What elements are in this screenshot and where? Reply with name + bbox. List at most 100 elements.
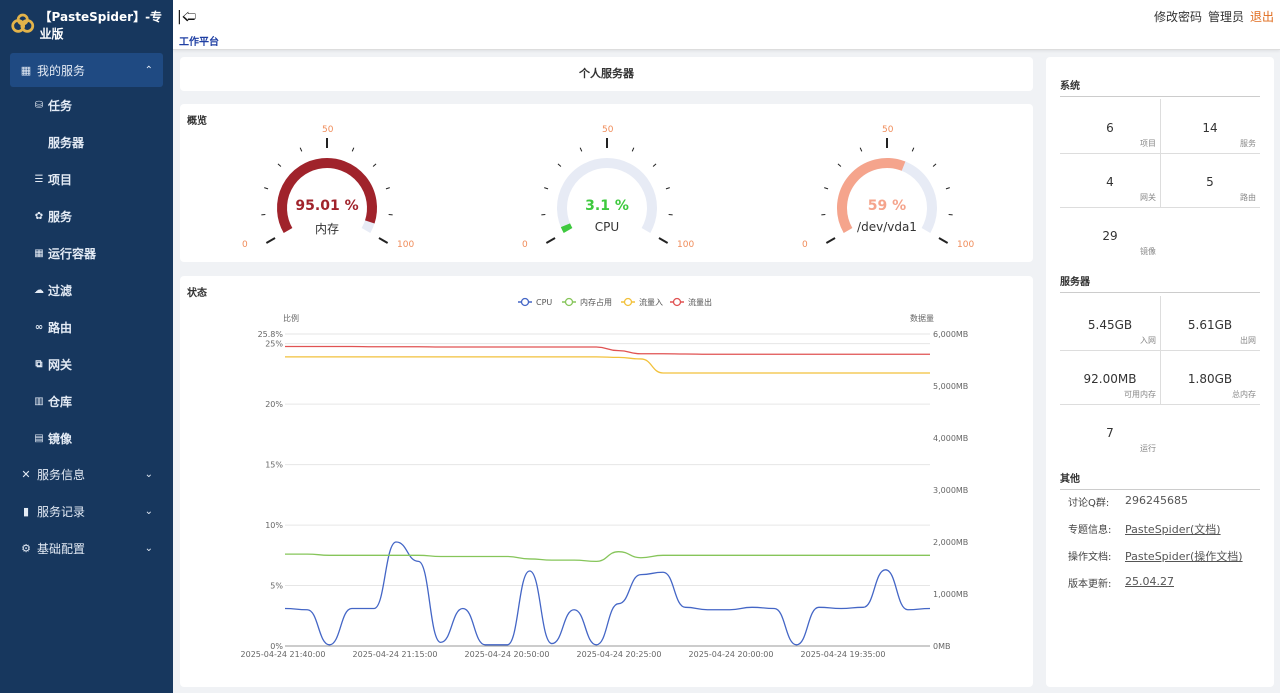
menu-service-records[interactable]: ▮ 服务记录 ⌄ xyxy=(10,494,163,528)
other-key: 操作文档: xyxy=(1068,552,1112,563)
admin-label[interactable]: 管理员 xyxy=(1207,10,1244,24)
server-title: 服务器 xyxy=(1060,273,1260,293)
legend-marker xyxy=(520,297,530,307)
menu-my-services[interactable]: ▦ 我的服务 ⌃ xyxy=(10,53,163,87)
sidebar-item-label: 镜像 xyxy=(48,432,73,446)
breadcrumb[interactable]: 工作平台 xyxy=(179,37,219,48)
gauge-name: /dev/vda1 xyxy=(857,220,917,234)
server-stat-4: 7 运行 xyxy=(1060,404,1160,458)
sidebar-item-2[interactable]: ☰ 项目 xyxy=(0,161,173,198)
divider xyxy=(1060,350,1260,351)
stat-label: 服务 xyxy=(1240,139,1256,148)
gauge-tick xyxy=(911,147,915,152)
other-row-0: 讨论Q群: 296245685 xyxy=(1068,494,1188,509)
gauge-tick xyxy=(665,187,670,190)
sidebar-item-label: 项目 xyxy=(48,173,73,187)
x-tick: 2025-04-24 21:15:00 xyxy=(353,650,438,659)
stat-value: 29 xyxy=(1102,229,1118,243)
sidebar-item-label: 服务 xyxy=(48,210,73,224)
system-stat-3: 5 路由 xyxy=(1160,153,1260,207)
series-line-2 xyxy=(284,356,930,374)
topbar: |🢠 工作平台 修改密码 管理员 退出 xyxy=(173,0,1280,50)
other-link[interactable]: PasteSpider(操作文档) xyxy=(1125,550,1243,563)
gauge-2: 59 % /dev/vda1 0 50 100 xyxy=(787,122,987,257)
series-line-3 xyxy=(285,345,930,355)
other-link[interactable]: PasteSpider(文档) xyxy=(1125,523,1221,536)
y-left-label: 比例 xyxy=(283,313,299,323)
link-icon: ∞ xyxy=(34,322,44,333)
legend-item: CPU xyxy=(536,298,552,307)
brand[interactable]: 【PasteSpider】-专业版 xyxy=(0,0,173,50)
gauge-fill xyxy=(560,223,573,233)
menu-service-info[interactable]: ✕ 服务信息 ⌄ xyxy=(10,457,163,491)
gauge-mid: 50 xyxy=(602,125,614,135)
stat-value: 14 xyxy=(1202,121,1218,135)
overview-title: 概览 xyxy=(187,116,207,127)
gauge-tick xyxy=(859,147,863,152)
y-left-tick: 0% xyxy=(270,642,283,651)
gauge-tick xyxy=(938,237,949,244)
gauge-tick xyxy=(579,147,583,152)
sidebar-item-4[interactable]: ▦ 运行容器 xyxy=(0,235,173,272)
y-left-tick: 20% xyxy=(265,400,283,409)
stat-label: 镜像 xyxy=(1140,247,1156,256)
info-panel: 系统 6 项目 14 服务 4 网关 5 路由 29 镜像 服务器 5.45GB 入网 5.61GB 出… xyxy=(1046,57,1274,687)
sidebar-item-8[interactable]: ▥ 仓库 xyxy=(0,383,173,420)
logout-link[interactable]: 退出 xyxy=(1249,10,1274,24)
divider xyxy=(1060,207,1260,208)
submenu: ⛁ 任务服务器 ☰ 项目 ✿ 服务 ▦ 运行容器 ☁ 过滤 ∞ 路由 ⧉ 网关 ▥ 仓库 ▤ 镜像 xyxy=(0,87,173,457)
collapse-menu-icon[interactable]: |🢠 xyxy=(177,9,197,25)
sidebar-item-9[interactable]: ▤ 镜像 xyxy=(0,420,173,457)
tools-icon: ✕ xyxy=(21,467,31,481)
stat-label: 入网 xyxy=(1140,336,1156,345)
chevron-up-icon: ⌃ xyxy=(144,64,153,76)
legend-marker xyxy=(623,297,633,307)
status-title: 状态 xyxy=(187,288,207,299)
menu-base-config[interactable]: ⚙ 基础配置 ⌄ xyxy=(10,531,163,565)
change-password-link[interactable]: 修改密码 xyxy=(1153,10,1202,24)
stat-value: 1.80GB xyxy=(1187,372,1233,386)
gauge-max: 100 xyxy=(677,240,695,250)
other-link[interactable]: 25.04.27 xyxy=(1125,575,1174,588)
system-stat-0: 6 项目 xyxy=(1060,99,1160,153)
y-left-tick: 10% xyxy=(265,521,283,530)
status-card xyxy=(180,276,1033,687)
sidebar-item-0[interactable]: ⛁ 任务 xyxy=(0,87,173,124)
external-icon: ⧉ xyxy=(35,359,43,370)
gauge-tick xyxy=(265,237,276,244)
archive-icon: ▥ xyxy=(34,396,44,407)
legend-marker xyxy=(564,297,574,307)
x-tick: 2025-04-24 19:35:00 xyxy=(801,650,886,659)
ribbon-icon: ✿ xyxy=(34,211,44,222)
y-right-tick: 4,000MB xyxy=(933,434,968,443)
sidebar-item-7[interactable]: ⧉ 网关 xyxy=(0,346,173,383)
gauge-tick xyxy=(837,163,842,167)
sidebar-item-3[interactable]: ✿ 服务 xyxy=(0,198,173,235)
sidebar-item-1[interactable]: 服务器 xyxy=(0,124,173,161)
gauge-tick xyxy=(545,237,556,244)
gauge-tick xyxy=(378,237,389,244)
legend-marker xyxy=(672,297,682,307)
gauge-tick xyxy=(351,147,355,152)
sidebar: 【PasteSpider】-专业版 ▦ 我的服务 ⌃ ⛁ 任务服务器 ☰ 项目 ✿ 服务 ▦… xyxy=(0,0,173,693)
sidebar-item-label: 运行容器 xyxy=(48,247,97,261)
y-left-tick: 5% xyxy=(270,582,283,591)
gauge-tick xyxy=(824,187,829,190)
sidebar-item-5[interactable]: ☁ 过滤 xyxy=(0,272,173,309)
stat-label: 运行 xyxy=(1140,444,1156,453)
gauge-tick xyxy=(264,187,269,190)
database-icon: ⛁ xyxy=(34,100,44,111)
bag-icon: ▤ xyxy=(34,433,44,444)
sidebar-item-6[interactable]: ∞ 路由 xyxy=(0,309,173,346)
stat-value: 5.45GB xyxy=(1087,318,1133,332)
grid-icon: ▦ xyxy=(20,63,32,77)
gauge-tick xyxy=(652,163,657,167)
gauge-value: 3.1 % xyxy=(585,198,629,214)
stat-value: 5.61GB xyxy=(1187,318,1233,332)
gauge-min: 0 xyxy=(242,240,248,250)
menu-service-info-label: 服务信息 xyxy=(37,467,86,482)
gauge-max: 100 xyxy=(397,240,415,250)
other-row-2: 操作文档: PasteSpider(操作文档) xyxy=(1068,548,1243,564)
sidebar-item-label: 服务器 xyxy=(48,136,85,150)
stat-label: 总内存 xyxy=(1232,390,1256,399)
